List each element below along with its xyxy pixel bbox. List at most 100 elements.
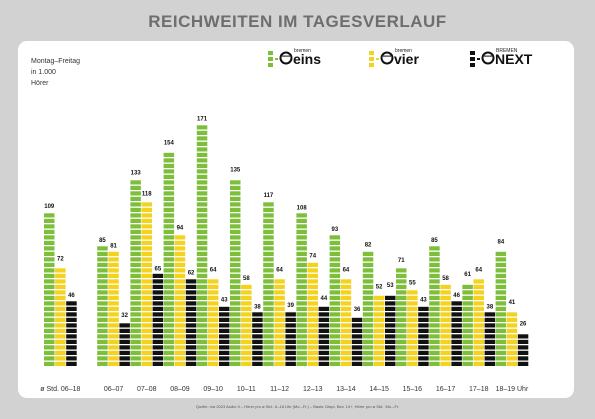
- bar: [340, 279, 352, 366]
- bar: [163, 152, 175, 366]
- bar: [108, 251, 119, 366]
- data-label: 74: [309, 254, 316, 260]
- data-label: 62: [188, 271, 195, 277]
- x-tick-label: 07–08: [137, 386, 157, 393]
- chart-note-days: Montag–Freitag: [31, 58, 81, 65]
- chart-note-listeners: Hörer: [31, 80, 49, 87]
- data-label: 26: [520, 321, 527, 327]
- bar: [252, 312, 263, 366]
- legend-brand-small: BREMEN: [496, 48, 518, 54]
- data-label: 94: [177, 225, 184, 231]
- bar: [362, 251, 374, 366]
- data-label: 85: [99, 238, 106, 244]
- bar: [473, 279, 484, 366]
- x-tick-label: 13–14: [336, 386, 356, 393]
- data-label: 32: [121, 313, 128, 319]
- data-label: 44: [321, 296, 328, 302]
- bar: [462, 284, 473, 366]
- bar: [329, 235, 341, 366]
- data-label: 64: [276, 268, 283, 274]
- bar: [385, 295, 396, 366]
- bar: [241, 284, 252, 366]
- x-tick-label: 14–15: [369, 386, 389, 393]
- data-label: 58: [243, 276, 250, 282]
- data-label: 46: [453, 293, 460, 299]
- bar: [219, 306, 230, 366]
- x-tick-label: 12–13: [303, 386, 323, 393]
- bar: [185, 279, 197, 366]
- x-tick-label: 18–19 Uhr: [496, 386, 529, 393]
- bar: [55, 268, 66, 366]
- data-label: 171: [197, 117, 208, 123]
- data-label: 82: [365, 242, 372, 248]
- data-label: 53: [387, 283, 394, 289]
- bar: [152, 273, 164, 366]
- x-tick-label: 06–07: [104, 386, 124, 393]
- x-tick-label: 16–17: [436, 386, 456, 393]
- bar: [285, 312, 296, 366]
- bar: [307, 262, 318, 366]
- data-label: 58: [442, 276, 449, 282]
- bar: [396, 268, 407, 366]
- x-tick-label: 10–11: [237, 386, 256, 393]
- bar: [484, 312, 496, 366]
- chart-note-unit: in 1.000: [31, 69, 56, 76]
- data-label: 81: [110, 244, 117, 250]
- data-label: 39: [287, 303, 294, 309]
- bar: [44, 213, 55, 366]
- data-label: 133: [131, 170, 142, 176]
- data-label: 117: [264, 193, 274, 199]
- bar: [351, 317, 363, 366]
- data-label: 65: [155, 266, 162, 272]
- data-label: 154: [164, 141, 175, 147]
- data-label: 46: [68, 293, 75, 299]
- data-label: 118: [142, 191, 152, 197]
- bar: [141, 202, 152, 366]
- data-label: 38: [487, 304, 494, 310]
- bar: [318, 306, 330, 366]
- data-label: 72: [57, 256, 64, 262]
- data-label: 38: [254, 304, 261, 310]
- x-tick-label: 08–09: [170, 386, 190, 393]
- data-label: 93: [332, 227, 339, 233]
- x-tick-label: 11–12: [270, 386, 289, 393]
- legend-brand-name: vier: [394, 51, 419, 67]
- data-label: 84: [498, 239, 505, 245]
- data-label: 36: [354, 307, 361, 313]
- data-label: 64: [343, 268, 350, 274]
- x-tick-label: 15–16: [403, 386, 423, 393]
- bar: [263, 202, 274, 366]
- bar: [119, 323, 130, 366]
- bar: [207, 279, 219, 366]
- bar: [418, 306, 429, 366]
- data-label: 43: [221, 297, 228, 303]
- x-tick-label: ø Std. 06–18: [40, 386, 80, 393]
- x-tick-label: 17–18: [469, 386, 489, 393]
- data-label: 135: [230, 168, 241, 174]
- source-note: Quelle: ma 2023 Audio II – Hörer pro ø S…: [195, 404, 400, 409]
- legend-brand-small: bremen: [395, 48, 412, 54]
- data-label: 64: [210, 268, 217, 274]
- bar: [440, 284, 451, 366]
- data-label: 64: [475, 268, 482, 274]
- data-label: 52: [376, 285, 383, 291]
- page-title: REICHWEITEN IM TAGESVERLAUF: [148, 12, 447, 31]
- data-label: 71: [398, 258, 405, 264]
- data-label: 108: [297, 206, 308, 212]
- data-label: 55: [409, 280, 416, 286]
- bar: [451, 301, 462, 366]
- bar: [296, 213, 307, 366]
- x-tick-label: 09–10: [203, 386, 223, 393]
- bar: [97, 246, 108, 366]
- bar: [495, 251, 507, 366]
- bar: [196, 125, 208, 366]
- legend-brand-small: bremen: [294, 48, 311, 54]
- data-label: 109: [44, 204, 55, 210]
- bar: [130, 180, 141, 366]
- bar: [274, 279, 285, 366]
- bar: [429, 246, 440, 366]
